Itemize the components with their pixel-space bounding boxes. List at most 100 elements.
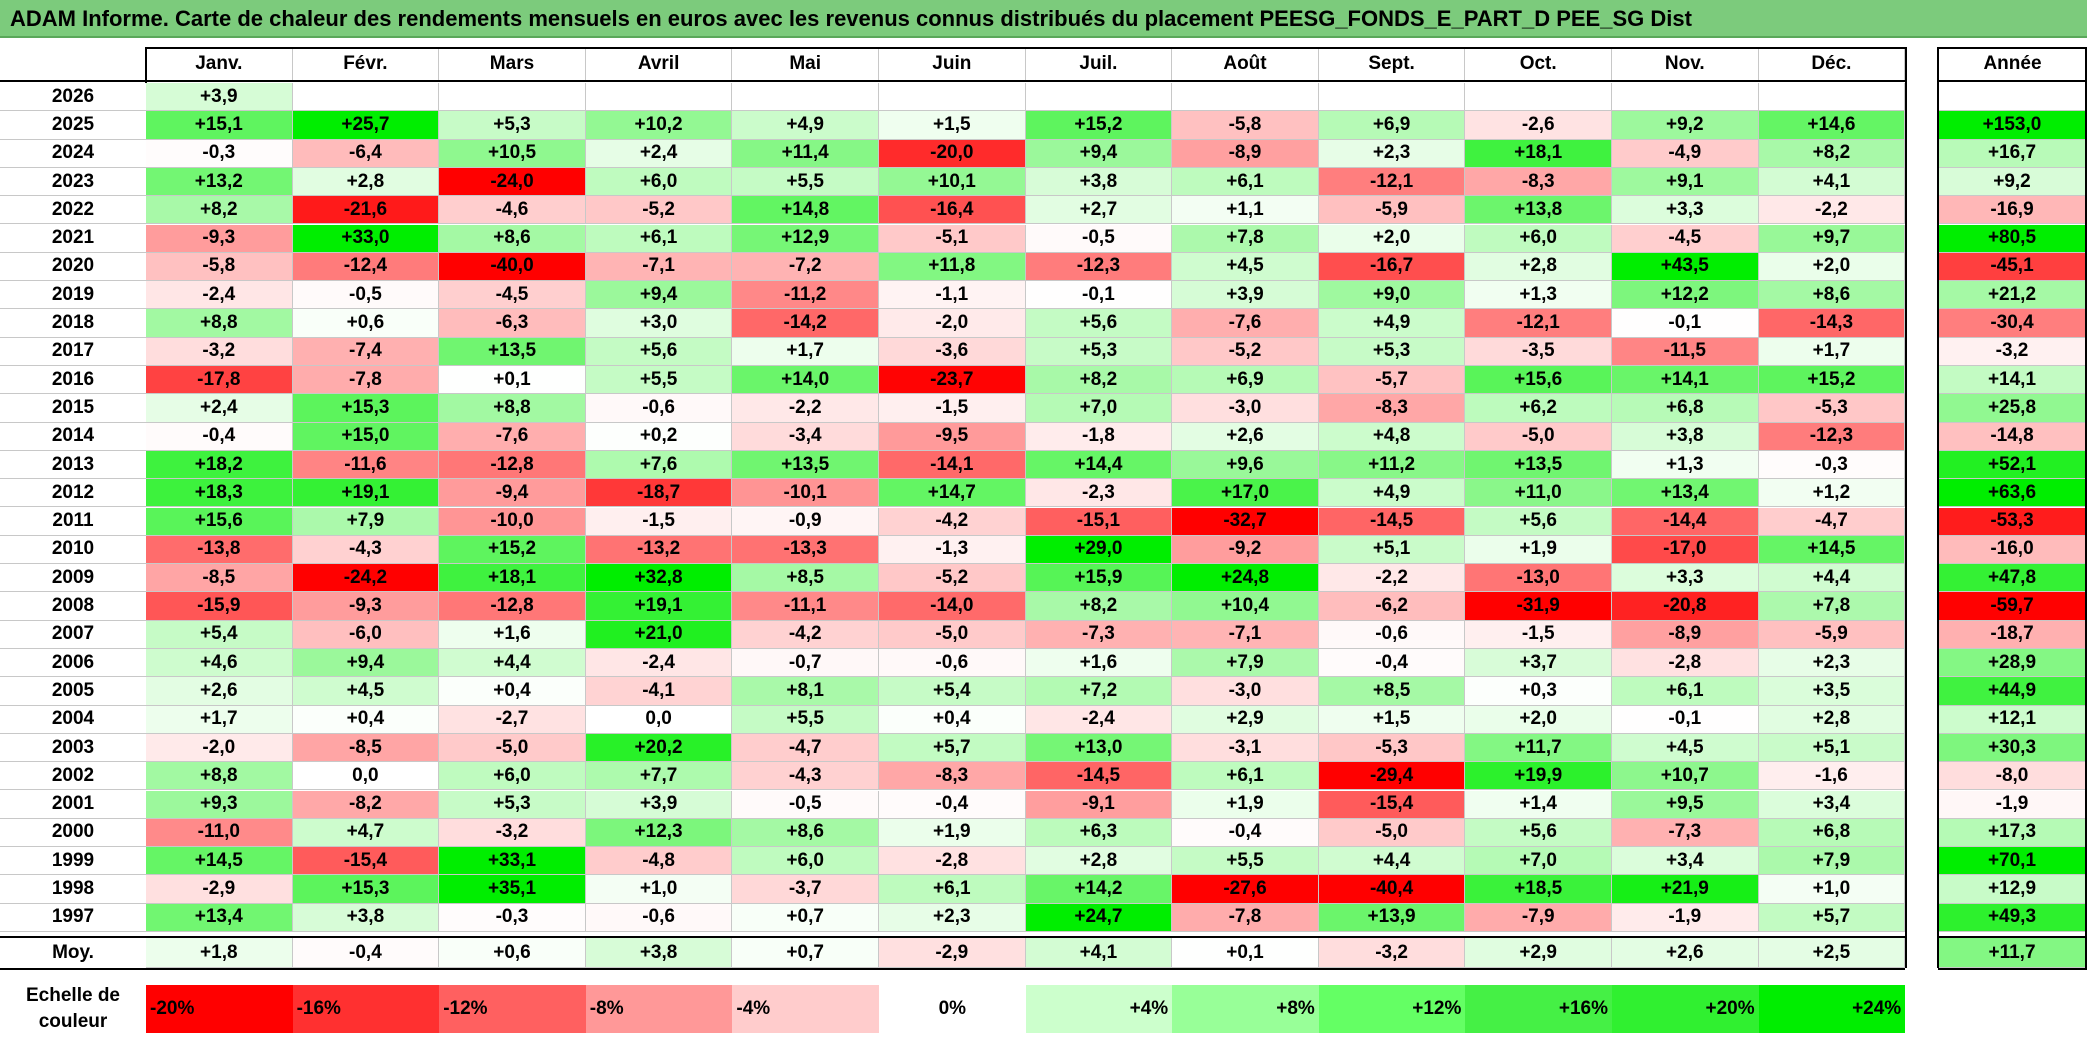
annual-cell: +49,3 bbox=[1938, 903, 2087, 932]
average-top-border bbox=[0, 936, 1906, 938]
heatmap-cell: +2,8 bbox=[1465, 252, 1612, 282]
annual-cell: +12,1 bbox=[1938, 705, 2087, 734]
heatmap-cell: -11,6 bbox=[292, 450, 440, 480]
year-label: 2021 bbox=[0, 224, 146, 253]
heatmap-cell: -5,9 bbox=[1318, 196, 1466, 225]
heatmap-cell: -2,6 bbox=[1465, 111, 1612, 140]
heatmap-cell: -4,5 bbox=[1612, 224, 1759, 253]
heatmap-cell: +3,8 bbox=[1025, 167, 1173, 197]
heatmap-cell: +3,4 bbox=[1612, 847, 1759, 876]
heatmap-cell: +18,5 bbox=[1465, 875, 1612, 904]
scale-swatch: +12% bbox=[1318, 985, 1466, 1033]
heatmap-cell: -4,1 bbox=[585, 677, 733, 706]
heatmap-cell: -11,2 bbox=[732, 281, 879, 310]
heatmap-cell: +6,1 bbox=[585, 224, 733, 253]
heatmap-cell: -8,3 bbox=[1465, 167, 1612, 197]
heatmap-cell: +6,0 bbox=[1465, 224, 1612, 253]
year-label: 2025 bbox=[0, 111, 146, 140]
average-cell: +1,8 bbox=[146, 938, 293, 968]
heatmap-cell: -7,9 bbox=[1465, 903, 1612, 932]
heatmap-cell: +19,1 bbox=[585, 592, 733, 621]
heatmap-cell: +7,9 bbox=[292, 507, 440, 536]
heatmap-cell: +2,0 bbox=[1318, 224, 1466, 253]
heatmap-cell: +6,0 bbox=[585, 167, 733, 197]
heatmap-cell: -7,8 bbox=[292, 366, 440, 395]
heatmap-cell bbox=[1758, 83, 1906, 112]
scale-swatch: +20% bbox=[1612, 985, 1759, 1033]
heatmap-cell: +9,7 bbox=[1758, 224, 1906, 253]
heatmap-cell: +4,9 bbox=[732, 111, 879, 140]
heatmap-cell: -0,5 bbox=[292, 281, 440, 310]
heatmap-cell: -0,3 bbox=[439, 903, 586, 932]
heatmap-cell: -24,0 bbox=[439, 167, 586, 197]
annual-cell: +153,0 bbox=[1938, 111, 2087, 140]
heatmap-cell: +5,1 bbox=[1318, 535, 1466, 565]
heatmap-cell: +8,2 bbox=[1758, 139, 1906, 168]
heatmap-cell: -1,9 bbox=[1612, 903, 1759, 932]
heatmap-cell: +8,6 bbox=[439, 224, 586, 253]
heatmap-cell: +8,1 bbox=[732, 677, 879, 706]
heatmap-cell: -20,8 bbox=[1612, 592, 1759, 621]
heatmap-cell: +1,5 bbox=[879, 111, 1026, 140]
heatmap-cell: +5,5 bbox=[1172, 847, 1319, 876]
heatmap-cell: -2,8 bbox=[879, 847, 1026, 876]
heatmap-cell: +4,4 bbox=[1758, 564, 1906, 593]
heatmap-cell: +18,2 bbox=[146, 450, 293, 480]
heatmap-cell: +1,0 bbox=[585, 875, 733, 904]
heatmap-cell: -0,3 bbox=[146, 139, 293, 168]
heatmap-cell: +9,2 bbox=[1612, 111, 1759, 140]
heatmap-cell: +1,3 bbox=[1465, 281, 1612, 310]
heatmap-cell: -5,9 bbox=[1758, 620, 1906, 649]
heatmap-cell: -0,9 bbox=[732, 507, 879, 536]
year-label: 2020 bbox=[0, 252, 146, 282]
heatmap-cell: -6,2 bbox=[1318, 592, 1466, 621]
average-cell: +0,6 bbox=[439, 938, 586, 968]
year-label: 2017 bbox=[0, 337, 146, 366]
annual-cell: +17,3 bbox=[1938, 818, 2087, 848]
annual-left-border bbox=[1937, 47, 1939, 968]
heatmap-cell: -3,6 bbox=[879, 337, 1026, 366]
heatmap-cell: +3,8 bbox=[1612, 422, 1759, 451]
heatmap-cell: +6,0 bbox=[732, 847, 879, 876]
heatmap-cell: -17,0 bbox=[1612, 535, 1759, 565]
heatmap-cell: +3,9 bbox=[1172, 281, 1319, 310]
heatmap-cell: +14,5 bbox=[1758, 535, 1906, 565]
heatmap-cell: -12,1 bbox=[1318, 167, 1466, 197]
annual-cell: -18,7 bbox=[1938, 620, 2087, 649]
heatmap-cell: -2,8 bbox=[1612, 649, 1759, 678]
heatmap-cell: +10,2 bbox=[585, 111, 733, 140]
heatmap-cell: -3,4 bbox=[732, 422, 879, 451]
heatmap-cell: -5,8 bbox=[1172, 111, 1319, 140]
heatmap-cell: +8,6 bbox=[1758, 281, 1906, 310]
heatmap-cell: -9,2 bbox=[1172, 535, 1319, 565]
heatmap-cell: +18,3 bbox=[146, 479, 293, 508]
heatmap-cell: +6,1 bbox=[879, 875, 1026, 904]
heatmap-cell: +3,3 bbox=[1612, 196, 1759, 225]
heatmap-cell: -12,8 bbox=[439, 592, 586, 621]
annual-cell: -16,9 bbox=[1938, 196, 2087, 225]
annual-cell: -53,3 bbox=[1938, 507, 2087, 536]
heatmap-cell: +18,1 bbox=[439, 564, 586, 593]
heatmap-cell: +7,9 bbox=[1758, 847, 1906, 876]
heatmap-cell: -1,3 bbox=[879, 535, 1026, 565]
heatmap-cell: -0,4 bbox=[879, 790, 1026, 819]
heatmap-cell: -1,6 bbox=[1758, 762, 1906, 791]
heatmap-cell: +2,3 bbox=[1758, 649, 1906, 678]
heatmap-cell: -8,5 bbox=[146, 564, 293, 593]
annual-cell: +47,8 bbox=[1938, 564, 2087, 593]
heatmap-cell: +5,5 bbox=[732, 167, 879, 197]
heatmap-cell: +6,2 bbox=[1465, 394, 1612, 423]
year-label: 2001 bbox=[0, 790, 146, 819]
heatmap-cell: -2,7 bbox=[439, 705, 586, 734]
year-label: 2006 bbox=[0, 649, 146, 678]
heatmap-cell: +5,4 bbox=[879, 677, 1026, 706]
heatmap-cell: -14,1 bbox=[879, 450, 1026, 480]
heatmap-cell: -12,3 bbox=[1758, 422, 1906, 451]
heatmap-cell: +0,1 bbox=[439, 366, 586, 395]
heatmap-cell: +2,3 bbox=[879, 903, 1026, 932]
heatmap-cell: -9,3 bbox=[292, 592, 440, 621]
heatmap-cell: +3,0 bbox=[585, 309, 733, 338]
heatmap-cell: -4,3 bbox=[292, 535, 440, 565]
heatmap-cell: -0,5 bbox=[732, 790, 879, 819]
heatmap-cell: +15,2 bbox=[1025, 111, 1173, 140]
